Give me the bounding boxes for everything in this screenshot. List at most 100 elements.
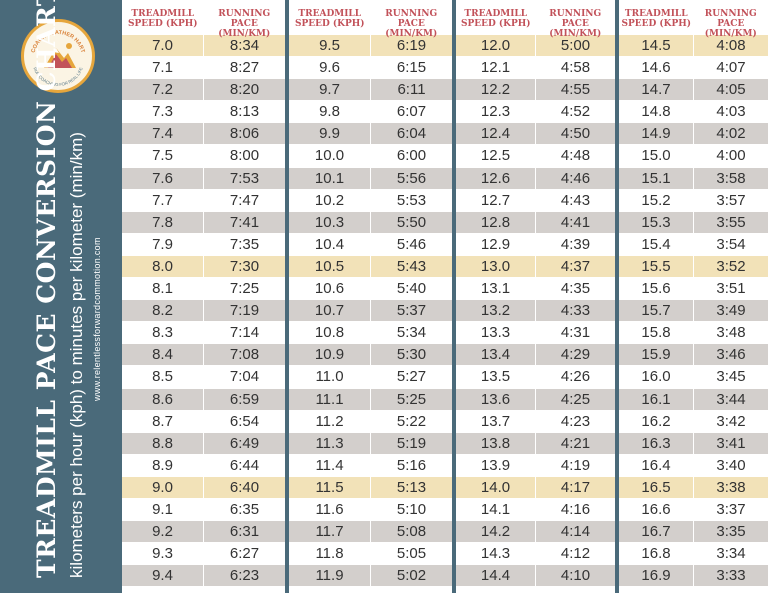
table-row: 15.8 3:48 xyxy=(619,322,768,345)
table-row: 9.0 6:40 xyxy=(122,476,285,499)
pace-cell: 6:27 xyxy=(229,545,260,563)
speed-cell: 12.1 xyxy=(456,57,536,79)
table-row: 8.7 6:54 xyxy=(122,410,285,433)
pace-cell: 7:47 xyxy=(229,191,260,209)
table-row: 10.7 5:37 xyxy=(289,300,452,323)
pace-cell: 6:15 xyxy=(396,59,427,77)
pace-cell: 4:21 xyxy=(560,434,591,452)
speed-header-line: SPEED (KPH) xyxy=(621,19,692,29)
speed-cell: 12.4 xyxy=(456,123,536,145)
table-row: 12.8 4:41 xyxy=(456,211,615,234)
table-row: 16.8 3:34 xyxy=(619,543,768,566)
table-row: 10.5 5:43 xyxy=(289,255,452,279)
mountain-icon: COACH HEATHER HART RUN COACHING FOR REAL… xyxy=(31,30,86,87)
speed-cell: 14.7 xyxy=(619,79,694,101)
table-row: 8.9 6:44 xyxy=(122,454,285,477)
pace-cell: 3:54 xyxy=(716,235,746,253)
table-row: 7.1 8:27 xyxy=(122,57,285,80)
speed-cell: 13.2 xyxy=(456,300,536,322)
pace-table-4: TREADMILL SPEED (KPH) RUNNING PACE (MIN/KM)… xyxy=(619,0,768,593)
table-row: 7.8 7:41 xyxy=(122,211,285,234)
speed-header-line: TREADMILL xyxy=(624,9,688,19)
table-row: 15.5 3:52 xyxy=(619,255,768,279)
speed-cell: 11.1 xyxy=(289,388,371,410)
speed-cell: 13.0 xyxy=(456,255,536,278)
table-row: 13.9 4:19 xyxy=(456,454,615,477)
pace-cell: 8:13 xyxy=(229,103,260,121)
pace-header-line: RUNNING PACE xyxy=(549,9,602,29)
table-row: 14.2 4:14 xyxy=(456,521,615,544)
speed-cell: 11.8 xyxy=(289,543,371,565)
table-header: TREADMILL SPEED (KPH) RUNNING PACE (MIN/KM) xyxy=(456,0,616,39)
pace-cell: 4:33 xyxy=(560,302,591,320)
table-row: 11.1 5:25 xyxy=(289,388,452,411)
pace-header: RUNNING PACE (MIN/KM) xyxy=(536,0,616,39)
speed-cell: 13.1 xyxy=(456,278,536,300)
pace-cell: 4:19 xyxy=(560,456,591,474)
pace-cell: 6:19 xyxy=(396,37,427,54)
pace-cell: 3:57 xyxy=(716,191,746,209)
pace-header-line: (MIN/KM) xyxy=(385,29,438,39)
pace-cell: 4:31 xyxy=(560,324,591,342)
speed-cell: 12.3 xyxy=(456,101,536,123)
pace-cell: 3:58 xyxy=(716,169,746,187)
table-row: 8.2 7:19 xyxy=(122,300,285,323)
pace-cell: 3:42 xyxy=(716,412,746,430)
speed-cell: 15.3 xyxy=(619,211,694,233)
speed-cell: 9.0 xyxy=(122,476,204,498)
table-row: 11.9 5:02 xyxy=(289,565,452,588)
speed-header: TREADMILL SPEED (KPH) xyxy=(619,0,694,35)
speed-cell: 16.3 xyxy=(619,432,694,454)
pace-header-line: RUNNING PACE xyxy=(704,9,757,29)
table-row: 15.9 3:46 xyxy=(619,344,768,367)
conversion-tables: TREADMILL SPEED (KPH) RUNNING PACE (MIN/KM)… xyxy=(122,0,768,593)
pace-cell: 4:37 xyxy=(560,257,591,275)
pace-cell: 4:10 xyxy=(560,567,591,585)
table-row: 10.4 5:46 xyxy=(289,233,452,256)
speed-cell: 7.0 xyxy=(122,35,204,57)
speed-cell: 15.0 xyxy=(619,145,694,167)
table-row: 14.5 4:08 xyxy=(619,35,768,58)
table-row: 11.2 5:22 xyxy=(289,410,452,433)
pace-cell: 8:20 xyxy=(229,81,260,99)
pace-cell: 6:00 xyxy=(396,147,427,165)
speed-cell: 15.6 xyxy=(619,278,694,300)
speed-cell: 7.6 xyxy=(122,167,204,189)
table-row: 16.5 3:38 xyxy=(619,476,768,499)
speed-cell: 16.6 xyxy=(619,498,694,521)
table-row: 11.0 5:27 xyxy=(289,366,452,389)
pace-cell: 6:44 xyxy=(229,456,260,474)
pace-cell: 4:52 xyxy=(560,103,591,121)
column-divider xyxy=(452,0,456,593)
pace-cell: 7:41 xyxy=(229,213,260,231)
table-row: 16.1 3:44 xyxy=(619,388,768,411)
speed-cell: 12.9 xyxy=(456,233,536,255)
speed-cell: 13.4 xyxy=(456,344,536,366)
pace-cell: 4:50 xyxy=(560,125,591,143)
table-row: 7.9 7:35 xyxy=(122,233,285,256)
speed-cell: 15.4 xyxy=(619,233,694,255)
table-row: 13.4 4:29 xyxy=(456,344,615,367)
table-row: 12.1 4:58 xyxy=(456,57,615,80)
speed-cell: 8.4 xyxy=(122,344,204,366)
pace-cell: 5:50 xyxy=(396,213,427,231)
speed-cell: 14.6 xyxy=(619,57,694,79)
table-row: 10.6 5:40 xyxy=(289,278,452,301)
pace-cell: 6:07 xyxy=(396,103,427,121)
pace-cell: 5:00 xyxy=(560,37,591,54)
table-row: 16.9 3:33 xyxy=(619,565,768,588)
speed-cell: 11.6 xyxy=(289,498,371,521)
chart-title: TREADMILL PACE CONVERSION CHART xyxy=(32,0,61,578)
pace-cell: 4:43 xyxy=(560,191,591,209)
table-row: 10.8 5:34 xyxy=(289,322,452,345)
pace-table-2: TREADMILL SPEED (KPH) RUNNING PACE (MIN/KM)… xyxy=(289,0,452,593)
pace-cell: 5:27 xyxy=(396,368,427,386)
pace-cell: 6:04 xyxy=(396,125,427,143)
table-row: 13.8 4:21 xyxy=(456,432,615,455)
table-row: 7.0 8:34 xyxy=(122,35,285,58)
speed-cell: 12.2 xyxy=(456,79,536,101)
table-row: 14.9 4:02 xyxy=(619,123,768,146)
pace-cell: 4:39 xyxy=(560,235,591,253)
pace-cell: 7:35 xyxy=(229,235,260,253)
pace-cell: 4:23 xyxy=(560,412,591,430)
